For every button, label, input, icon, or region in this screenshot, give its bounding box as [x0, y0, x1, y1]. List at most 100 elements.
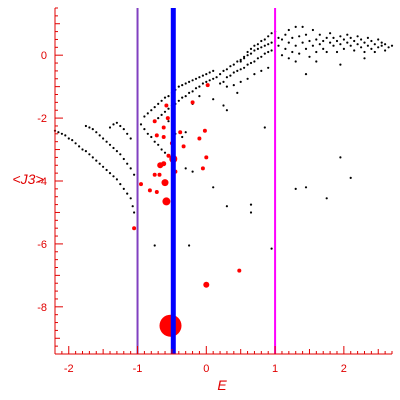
data-point-black-87: [194, 87, 198, 90]
data-point-black-149: [284, 47, 287, 51]
data-point-black-130: [253, 73, 256, 76]
data-point-black-164: [304, 33, 308, 36]
data-point-black-10: [88, 153, 91, 156]
data-point-red-20: [190, 100, 195, 105]
data-point-black-238: [153, 244, 156, 247]
data-point-black-228: [184, 167, 187, 170]
data-point-black-211: [387, 46, 390, 49]
data-point-black-126: [225, 85, 228, 88]
data-point-black-200: [366, 36, 369, 40]
data-point-black-64: [201, 74, 204, 77]
data-point-red-23: [204, 155, 209, 160]
data-point-red-25: [202, 128, 207, 133]
data-point-red-19: [181, 144, 186, 149]
reference-lines: [136, 8, 277, 354]
data-point-black-172: [318, 33, 321, 36]
data-point-black-99: [236, 60, 239, 63]
data-point-black-156: [294, 44, 297, 47]
data-point-black-166: [308, 55, 311, 58]
data-point-black-122: [260, 55, 263, 58]
data-point-black-154: [291, 50, 294, 54]
data-point-black-195: [360, 46, 363, 49]
data-point-black-191: [353, 39, 356, 43]
data-point-black-11: [91, 156, 94, 159]
x-tick-label-0: -2: [64, 363, 74, 375]
data-point-black-25: [84, 124, 87, 128]
data-point-black-91: [208, 79, 211, 82]
data-point-black-77: [160, 113, 163, 116]
data-point-black-74: [160, 148, 163, 151]
data-point-black-51: [157, 102, 160, 105]
data-point-red-15: [161, 135, 166, 139]
data-point-red-13: [165, 116, 170, 121]
data-point-black-96: [225, 68, 228, 71]
data-point-black-53: [163, 96, 167, 99]
data-point-black-177: [329, 41, 332, 44]
data-point-red-11: [154, 190, 159, 194]
data-point-black-208: [380, 41, 383, 44]
data-point-black-16: [108, 172, 112, 175]
data-point-black-240: [249, 211, 253, 214]
data-point-black-165: [308, 39, 311, 43]
data-point-black-129: [246, 77, 249, 80]
data-point-black-162: [301, 25, 304, 28]
data-point-black-54: [167, 95, 170, 98]
data-point-black-75: [163, 151, 167, 154]
data-point-black-18: [115, 178, 118, 181]
data-point-black-157: [294, 25, 297, 28]
data-point-black-229: [212, 186, 215, 189]
data-point-black-138: [256, 43, 259, 46]
data-point-black-37: [126, 162, 129, 165]
data-point-black-41: [112, 123, 115, 126]
data-point-red-16: [166, 153, 171, 158]
data-point-black-222: [198, 95, 201, 98]
data-point-black-40: [108, 126, 112, 129]
data-point-black-220: [184, 131, 187, 134]
data-point-black-14: [102, 165, 105, 168]
data-point-black-113: [229, 74, 232, 77]
data-point-black-100: [239, 58, 242, 62]
data-point-black-202: [370, 47, 373, 51]
data-point-black-193: [356, 43, 359, 46]
data-point-red-3: [161, 179, 169, 187]
data-point-black-83: [181, 96, 184, 99]
data-point-black-233: [294, 187, 297, 190]
data-point-black-4: [67, 137, 70, 140]
data-point-black-192: [353, 49, 356, 52]
data-point-black-217: [167, 120, 170, 123]
data-point-black-68: [139, 123, 143, 126]
data-point-black-76: [157, 117, 160, 120]
data-point-black-104: [253, 49, 256, 52]
data-point-red-0: [159, 314, 182, 337]
data-point-black-27: [91, 128, 94, 131]
data-point-black-134: [243, 57, 246, 60]
data-point-black-201: [370, 39, 373, 43]
data-point-black-103: [249, 52, 253, 55]
data-point-black-98: [232, 63, 235, 66]
data-point-black-169: [315, 38, 318, 41]
data-point-black-112: [225, 76, 228, 79]
data-point-red-21: [197, 136, 202, 141]
data-point-black-43: [119, 124, 122, 128]
data-point-black-239: [188, 244, 191, 247]
data-point-black-88: [198, 85, 201, 88]
data-point-black-111: [222, 80, 225, 83]
data-point-black-175: [325, 36, 328, 40]
data-point-black-120: [253, 60, 256, 63]
data-point-black-119: [249, 61, 253, 65]
data-point-black-82: [177, 99, 180, 102]
data-point-black-72: [153, 140, 156, 143]
data-point-black-116: [239, 68, 242, 71]
data-point-red-22: [205, 83, 210, 88]
data-point-red-29: [132, 226, 137, 231]
x-tick-label-4: 2: [341, 363, 347, 375]
data-point-red-27: [161, 125, 166, 130]
data-point-black-105: [256, 47, 259, 51]
data-point-black-242: [191, 170, 194, 173]
data-point-black-125: [270, 49, 273, 52]
data-point-black-137: [253, 44, 256, 47]
data-point-black-109: [270, 41, 273, 44]
data-point-black-78: [163, 110, 167, 113]
data-point-red-8: [152, 172, 157, 177]
axes: -2 -1 0 1 2 0 -2 -4 -6 -8: [37, 7, 393, 375]
